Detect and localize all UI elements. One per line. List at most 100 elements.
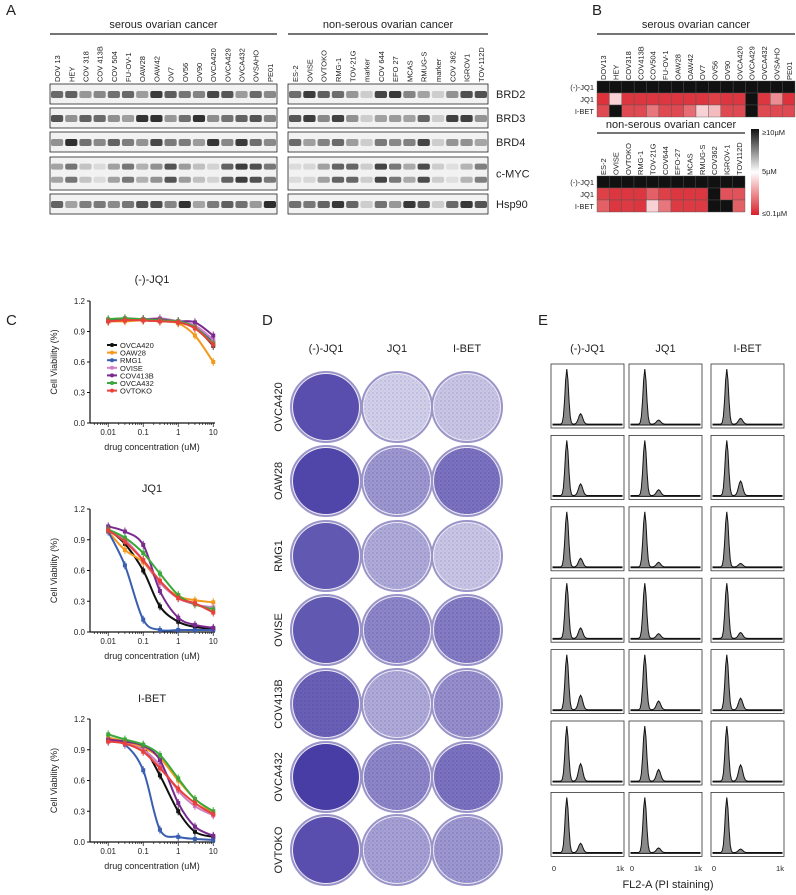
heatmap-cell: [720, 175, 733, 189]
blot-band: [460, 115, 473, 122]
y-tick-label: 0.6: [74, 567, 86, 576]
blot-strip: [49, 131, 278, 153]
heatmap-cell: [646, 104, 660, 118]
heatmap-cell: [683, 187, 696, 201]
blot-group-title: serous ovarian cancer: [109, 19, 218, 31]
heatmap-column-label: ES-2: [599, 158, 608, 175]
data-point: [176, 809, 181, 814]
blot-band: [403, 91, 416, 98]
blot-band: [417, 115, 430, 122]
histogram-frame: [628, 649, 703, 714]
legend-label: OVISE: [120, 364, 143, 373]
data-point: [157, 766, 162, 771]
blot-band: [79, 139, 92, 146]
viability-chart: I-BET 0.0 0.3 0.6 0.9 1.2 0.01 0.1 1 10 drug conce…: [49, 693, 218, 871]
y-tick-label: 0.0: [74, 838, 86, 847]
lane-label: OV56: [181, 63, 190, 82]
data-point: [157, 752, 162, 757]
lane-label: IGROV1: [463, 54, 472, 82]
blot-band: [192, 201, 206, 208]
blot-band: [374, 115, 387, 122]
heatmap-column-label: OVTOKO: [624, 143, 633, 175]
blot-group-title: non-serous ovarian cancer: [323, 19, 454, 31]
histogram-frame: [550, 506, 625, 572]
heatmap-cell: [757, 80, 771, 94]
histogram-column-label: I-BET: [733, 343, 761, 355]
histogram-frame: [550, 792, 625, 857]
heatmap-cell: [609, 104, 622, 118]
blot-band: [121, 163, 135, 170]
blot-band: [51, 201, 64, 208]
y-tick-label: 0.6: [74, 358, 86, 367]
data-point: [106, 528, 111, 533]
histogram-frame: [628, 720, 703, 786]
blot-band: [389, 91, 402, 98]
plate-row-label: OVCA420: [273, 382, 285, 432]
blot-band: [317, 201, 330, 208]
blot-band: [403, 163, 416, 170]
data-point: [122, 741, 127, 746]
heatmap-column-label: COV413B: [636, 46, 645, 80]
x-tick-label: 1k: [694, 864, 702, 873]
heatmap-column-label: COV318: [624, 51, 633, 80]
blot-band: [93, 176, 106, 183]
heatmap-row-label: JQ1: [580, 95, 594, 104]
blot-band: [403, 139, 416, 146]
heatmap-cell: [732, 80, 746, 94]
blot-band: [235, 91, 248, 98]
blot-band: [192, 163, 206, 170]
blot-band: [446, 139, 459, 146]
plate-colonies: [434, 744, 500, 810]
data-point: [176, 786, 181, 791]
blot-band: [164, 115, 177, 122]
blot-band: [317, 115, 330, 122]
blot-band: [474, 163, 487, 170]
blot-band: [374, 139, 387, 146]
blot-band: [51, 115, 64, 122]
blot-band: [164, 201, 177, 208]
heatmap-group-title: non-serous ovarian cancer: [606, 119, 737, 131]
lane-label: RMUG-S: [420, 52, 429, 82]
blot-band: [79, 201, 92, 208]
cell-cycle-histogram: [712, 654, 783, 712]
lane-label: OV90: [195, 63, 204, 82]
heatmap-cell: [770, 80, 783, 94]
heatmap-column-label: OV90: [723, 61, 732, 80]
data-point: [211, 333, 216, 338]
data-point: [157, 627, 162, 632]
heatmap-cell: [683, 199, 696, 213]
lane-label: marker: [363, 58, 372, 82]
viability-chart: JQ1 0.0 0.3 0.6 0.9 1.2 0.01 0.1 1 10 drug concent…: [49, 483, 218, 661]
heatmap-group-title: serous ovarian cancer: [642, 19, 751, 31]
histogram-frame: [710, 506, 785, 572]
heatmap-cell: [609, 187, 622, 201]
protein-label: BRD3: [496, 113, 525, 125]
legend-label: OAW28: [120, 349, 146, 358]
blot-band: [360, 201, 373, 208]
cell-cycle-histogram: [552, 725, 623, 783]
panel-label-a: A: [6, 2, 16, 19]
plate-stain: [293, 597, 359, 663]
data-point: [192, 801, 197, 806]
blot-band: [431, 163, 445, 170]
data-point: [122, 529, 127, 534]
heatmap-cell: [782, 80, 796, 94]
plate-row-label: RMG1: [273, 540, 285, 572]
blot-band: [93, 139, 106, 146]
heatmap-cell: [683, 80, 697, 94]
blot-band: [107, 139, 120, 146]
data-point: [176, 801, 181, 806]
heatmap-cell: [633, 175, 647, 189]
data-point: [141, 318, 146, 323]
heatmap-cell: [720, 187, 733, 201]
blot-band: [79, 176, 92, 183]
blot-band: [360, 176, 373, 183]
plate-colonies: [364, 744, 430, 810]
blot-band: [221, 176, 234, 183]
data-point: [192, 796, 197, 801]
cell-cycle-histogram: [552, 511, 623, 569]
blot-band: [389, 115, 402, 122]
blot-band: [417, 139, 430, 146]
heatmap-cell: [596, 187, 610, 201]
histogram-frame: [710, 649, 785, 714]
